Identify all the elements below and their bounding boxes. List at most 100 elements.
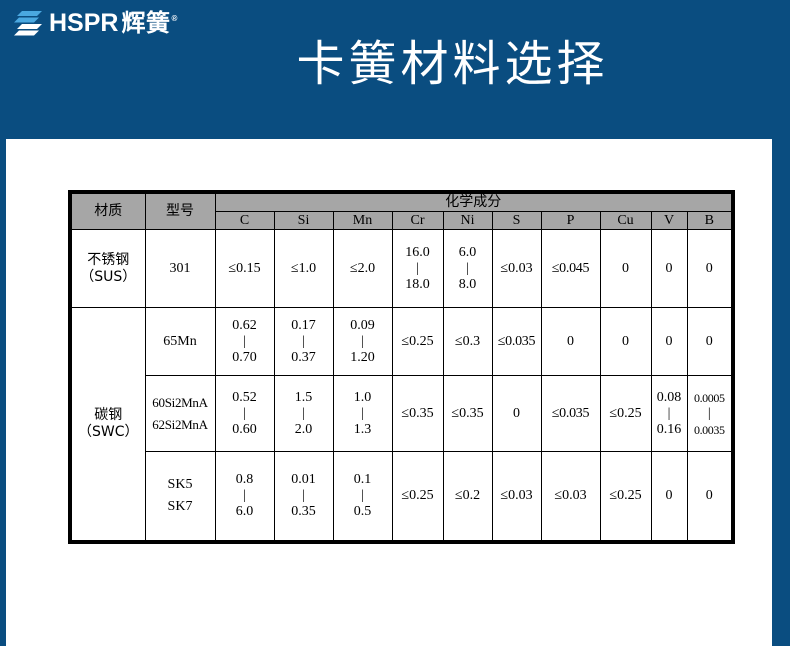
range-separator-icon: |	[361, 333, 364, 349]
range-separator-icon: |	[302, 487, 305, 503]
cell-value: 0	[650, 307, 688, 376]
value-max: 1.20	[350, 349, 375, 365]
col-header-composition-group: 化学成分	[214, 191, 734, 212]
material-name: 不锈钢	[87, 251, 130, 268]
cell-value: 0	[686, 307, 734, 376]
cell-value: ≤0.2	[442, 451, 493, 542]
col-header-element-b: B	[686, 211, 734, 230]
col-header-element-ni: Ni	[442, 211, 493, 230]
col-header-element-mn: Mn	[332, 211, 393, 230]
value-min: 0.09	[350, 317, 375, 333]
cell-value: ≤0.25	[391, 307, 444, 376]
material-spec-table: 材质 型号 化学成分 C Si Mn Cr Ni S P Cu V B 不锈钢（	[68, 190, 736, 544]
value-min: 0.52	[232, 389, 257, 405]
cell-value: ≤0.15	[214, 229, 275, 308]
cell-value: ≤0.035	[540, 375, 601, 452]
cell-value: 0	[650, 229, 688, 308]
value-min: 0.62	[232, 317, 257, 333]
value-max: 0.0035	[693, 422, 725, 437]
page-right-rail	[772, 0, 790, 646]
cell-value: 0.09 | 1.20	[332, 307, 393, 376]
cell-value: ≤0.045	[540, 229, 601, 308]
value-min: 0.17	[291, 317, 316, 333]
page-title: 卡簧材料选择	[296, 36, 609, 92]
cell-value: ≤0.35	[391, 375, 444, 452]
material-code: （SUS）	[80, 268, 137, 285]
value-max: 18.0	[405, 276, 430, 292]
cell-value: 0	[650, 451, 688, 542]
cell-value: 0	[686, 229, 734, 308]
range-separator-icon: |	[243, 487, 246, 503]
cell-value: 0	[491, 375, 542, 452]
table-row: 碳钢 （SWC） 65Mn 0.62 | 0.70 0.17 | 0.37 0.09 | 1.20 ≤0…	[69, 307, 734, 542]
col-header-element-c: C	[214, 211, 275, 230]
col-header-element-si: Si	[273, 211, 334, 230]
cell-value: ≤0.25	[391, 451, 444, 542]
cell-value: 0.08 | 0.16	[650, 375, 688, 452]
col-header-element-cu: Cu	[599, 211, 652, 230]
cell-value: 6.0 | 8.0	[442, 229, 493, 308]
cell-value: 0.62 | 0.70	[214, 307, 275, 376]
cell-value: ≤0.35	[442, 375, 493, 452]
value-max: 0.5	[353, 503, 372, 519]
value-min: 1.5	[294, 389, 313, 405]
spec-table-container: 材质 型号 化学成分 C Si Mn Cr Ni S P Cu V B 不锈钢（	[68, 190, 736, 544]
model-line: 60Si2MnA	[152, 394, 208, 410]
value-max: 0.70	[232, 349, 257, 365]
range-separator-icon: |	[243, 405, 246, 421]
cell-material: 不锈钢 （SUS）	[69, 229, 146, 308]
cell-model: SK5 SK7	[144, 451, 216, 542]
col-header-element-v: V	[650, 211, 688, 230]
value-min: 0.08	[656, 389, 682, 405]
cell-value: ≤0.035	[491, 307, 542, 376]
col-header-element-cr: Cr	[391, 211, 444, 230]
value-min: 0.0005	[693, 390, 725, 405]
table-head: 材质 型号 化学成分 C Si Mn Cr Ni S P Cu V B	[69, 191, 734, 230]
cell-model: 301	[144, 229, 216, 308]
range-separator-icon: |	[466, 260, 469, 276]
table-body: 不锈钢 （SUS） 301 ≤0.15 ≤1.0 ≤2.0 16.0 | 18.0 6.0 | 8.0…	[69, 229, 734, 542]
range-separator-icon: |	[302, 405, 305, 421]
col-header-element-p: P	[540, 211, 601, 230]
cell-value: 0.1 | 0.5	[332, 451, 393, 542]
value-max: 0.35	[291, 503, 316, 519]
cell-value: 0	[686, 451, 734, 542]
cell-value: 1.0 | 1.3	[332, 375, 393, 452]
material-name: 碳钢	[94, 406, 123, 423]
brand-latin-text: HSPR	[49, 8, 119, 37]
cell-value: ≤2.0	[332, 229, 393, 308]
value-min: 6.0	[458, 244, 477, 260]
range-separator-icon: |	[302, 333, 305, 349]
value-max: 2.0	[294, 421, 313, 437]
cell-value: 0.17 | 0.37	[273, 307, 334, 376]
value-max: 0.37	[291, 349, 316, 365]
table-row: 不锈钢 （SUS） 301 ≤0.15 ≤1.0 ≤2.0 16.0 | 18.0 6.0 | 8.0…	[69, 229, 734, 308]
value-max: 0.60	[232, 421, 257, 437]
col-header-element-s: S	[491, 211, 542, 230]
value-min: 16.0	[405, 244, 430, 260]
cell-value: ≤0.03	[491, 451, 542, 542]
brand-logo: HSPR 辉簧 ®	[13, 8, 178, 38]
header-band: HSPR 辉簧 ® 卡簧材料选择	[0, 0, 790, 139]
cell-value: 0.0005 | 0.0035	[686, 375, 734, 452]
value-max: 8.0	[458, 276, 477, 292]
model-line: SK5	[167, 476, 193, 492]
value-max: 1.3	[353, 421, 372, 437]
range-separator-icon: |	[707, 405, 711, 421]
value-max: 0.16	[656, 421, 682, 437]
col-header-model: 型号	[144, 191, 216, 230]
value-min: 0.01	[291, 471, 316, 487]
cell-value: 1.5 | 2.0	[273, 375, 334, 452]
cell-value: 0	[540, 307, 601, 376]
brand-cjk-text: 辉簧	[121, 8, 171, 37]
table-header-row-1: 材质 型号 化学成分	[69, 191, 734, 230]
cell-value: 0	[599, 307, 652, 376]
cell-value: 0.01 | 0.35	[273, 451, 334, 542]
cell-value: ≤0.03	[540, 451, 601, 542]
cell-model: 60Si2MnA 62Si2MnA	[144, 375, 216, 452]
range-separator-icon: |	[361, 487, 364, 503]
cell-value: ≤1.0	[273, 229, 334, 308]
table-row: 60Si2MnA 62Si2MnA 0.52 | 0.60 1.5 | 2.0 1.0 | 1.3 ≤…	[70, 375, 734, 452]
cell-value: ≤0.03	[491, 229, 542, 308]
